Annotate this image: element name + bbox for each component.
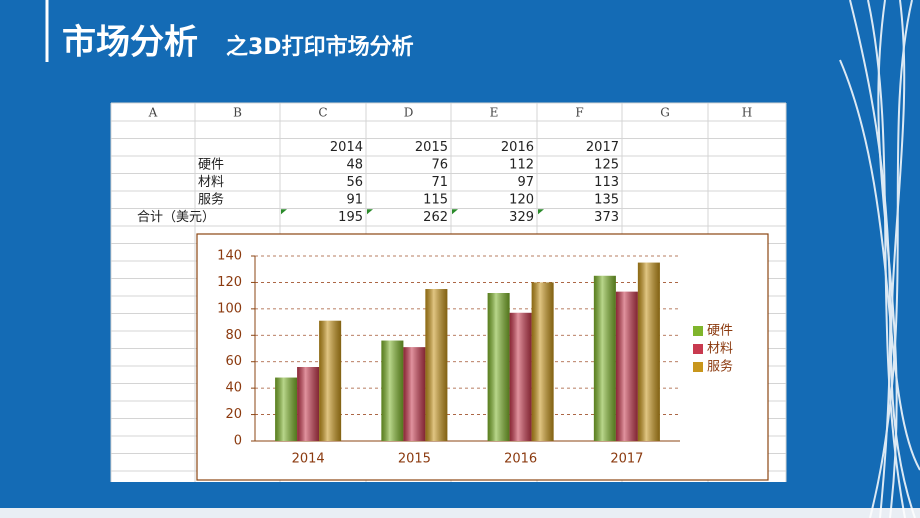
item-label: 服务	[198, 191, 224, 207]
decor-curve	[890, 0, 916, 518]
y-tick-label: 80	[225, 328, 242, 343]
y-tick-label: 40	[225, 381, 242, 396]
column-header: E	[490, 106, 499, 120]
decor-curve	[869, 0, 913, 518]
value-cell: 120	[509, 192, 534, 207]
year-cell: 2017	[586, 140, 619, 155]
column-header: F	[575, 106, 583, 120]
legend-swatch	[693, 326, 703, 336]
column-header: G	[660, 106, 670, 120]
decor-curve	[839, 59, 920, 471]
total-label: 合计（美元）	[137, 210, 215, 225]
value-cell: 135	[594, 192, 619, 207]
bar	[403, 347, 426, 441]
value-cell: 125	[594, 157, 619, 172]
bar	[615, 291, 638, 441]
total-cell: 262	[423, 210, 448, 225]
bar	[425, 289, 448, 441]
column-header: H	[742, 106, 752, 120]
cell-flag	[538, 209, 544, 215]
bar	[509, 312, 532, 441]
y-tick-label: 0	[234, 434, 242, 449]
column-header: D	[404, 106, 414, 120]
value-cell: 115	[423, 192, 448, 207]
x-tick-label: 2017	[610, 452, 643, 467]
legend-label: 服务	[707, 359, 733, 375]
column-header: B	[233, 106, 242, 120]
total-cell: 329	[509, 210, 534, 225]
total-cell: 373	[594, 210, 619, 225]
column-header: A	[148, 106, 158, 120]
x-tick-label: 2014	[292, 452, 325, 467]
y-tick-label: 20	[225, 407, 242, 422]
y-tick-label: 60	[225, 354, 242, 369]
bar	[593, 275, 616, 441]
bar	[275, 377, 298, 441]
bar	[487, 293, 510, 441]
item-label: 硬件	[198, 157, 224, 172]
value-cell: 113	[594, 175, 619, 190]
value-cell: 91	[346, 192, 363, 207]
value-cell: 97	[517, 175, 534, 190]
year-cell: 2016	[501, 140, 534, 155]
bar	[319, 320, 342, 441]
bottom-strip	[0, 508, 920, 518]
chart-frame	[196, 233, 769, 481]
cell-flag	[367, 209, 373, 215]
column-header: C	[318, 106, 327, 120]
total-cell: 195	[338, 210, 363, 225]
y-tick-label: 140	[217, 249, 242, 264]
legend-label: 材料	[707, 342, 733, 357]
x-tick-label: 2016	[504, 452, 537, 467]
value-cell: 71	[431, 175, 448, 190]
value-cell: 56	[346, 175, 363, 190]
title: 市场分析	[62, 23, 198, 63]
subtitle: 之3D打印市场分析	[226, 34, 414, 60]
bar	[297, 367, 320, 441]
item-label: 材料	[198, 175, 224, 190]
value-cell: 112	[509, 157, 534, 172]
bar	[637, 262, 660, 441]
x-tick-label: 2015	[398, 452, 431, 467]
cell-flag	[452, 209, 458, 215]
value-cell: 48	[346, 157, 363, 172]
legend-swatch	[693, 362, 703, 372]
cell-flag	[281, 209, 287, 215]
y-tick-label: 120	[217, 275, 242, 290]
year-cell: 2015	[415, 140, 448, 155]
bar	[381, 340, 404, 441]
y-tick-label: 100	[217, 301, 242, 316]
legend-label: 硬件	[707, 324, 733, 339]
decor-curve	[867, 0, 906, 518]
bar	[531, 282, 554, 441]
decor-curves	[839, 0, 920, 518]
legend-swatch	[693, 344, 703, 354]
year-cell: 2014	[330, 140, 363, 155]
value-cell: 76	[431, 157, 448, 172]
